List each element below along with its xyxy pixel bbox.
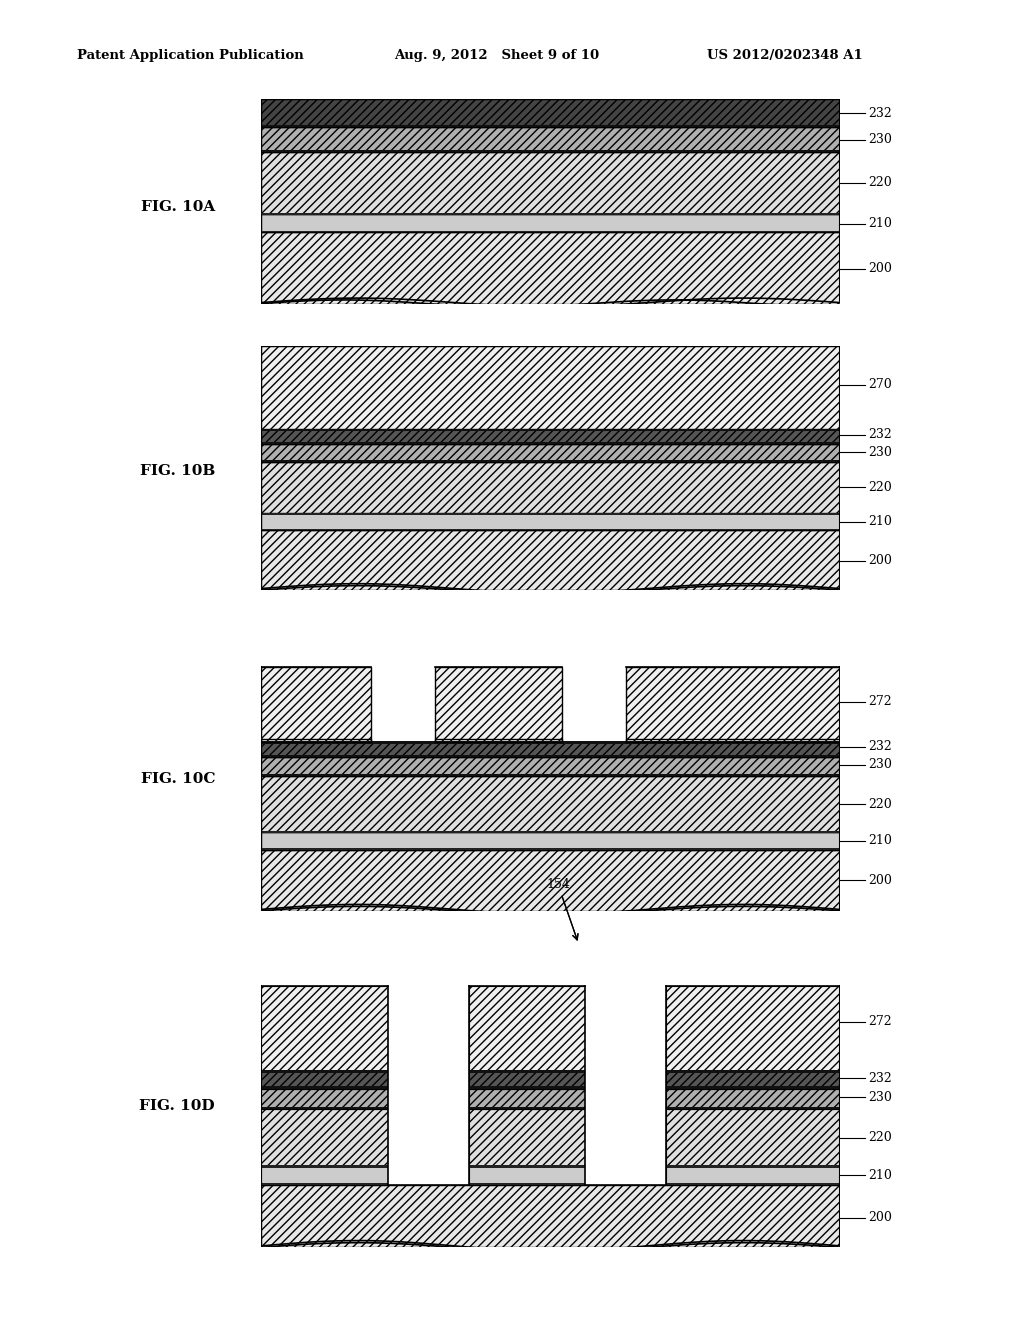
- Bar: [261, 213, 840, 215]
- Bar: [261, 832, 840, 850]
- Text: 230: 230: [868, 446, 892, 458]
- Text: 232: 232: [868, 429, 892, 441]
- Bar: [261, 1109, 388, 1166]
- Bar: [666, 1071, 840, 1073]
- Bar: [261, 1071, 388, 1073]
- Bar: [666, 1166, 840, 1185]
- Bar: [469, 1086, 585, 1089]
- Bar: [261, 850, 840, 911]
- Text: FIG. 10B: FIG. 10B: [139, 465, 215, 478]
- Bar: [261, 1086, 388, 1089]
- Text: FIG. 10A: FIG. 10A: [140, 201, 215, 214]
- Bar: [261, 742, 840, 744]
- Bar: [261, 346, 840, 429]
- Bar: [261, 462, 840, 513]
- Text: 270: 270: [868, 379, 892, 392]
- Bar: [261, 1089, 388, 1109]
- Text: 210: 210: [868, 1168, 892, 1181]
- Bar: [469, 1106, 585, 1109]
- Bar: [261, 152, 840, 214]
- Bar: [469, 1089, 585, 1109]
- Bar: [261, 1106, 388, 1109]
- Bar: [261, 742, 840, 756]
- Text: Patent Application Publication: Patent Application Publication: [77, 49, 303, 62]
- Text: US 2012/0202348 A1: US 2012/0202348 A1: [707, 49, 862, 62]
- Bar: [261, 1071, 388, 1089]
- Text: 232: 232: [868, 1072, 892, 1085]
- Bar: [388, 986, 469, 1185]
- Bar: [261, 429, 840, 430]
- Text: 210: 210: [868, 218, 892, 230]
- Bar: [666, 1183, 840, 1185]
- Bar: [261, 755, 840, 756]
- Text: 210: 210: [868, 515, 892, 528]
- Bar: [261, 127, 840, 152]
- Bar: [261, 150, 840, 152]
- Bar: [261, 1166, 388, 1167]
- Bar: [585, 986, 666, 1185]
- Bar: [469, 1166, 585, 1167]
- Bar: [666, 1166, 840, 1167]
- Bar: [434, 667, 562, 742]
- Bar: [261, 444, 840, 462]
- Bar: [666, 1109, 840, 1166]
- Text: 230: 230: [868, 1090, 892, 1104]
- Text: 232: 232: [868, 107, 892, 120]
- Bar: [469, 1166, 585, 1185]
- Bar: [261, 849, 840, 850]
- Bar: [261, 774, 840, 776]
- Bar: [469, 986, 585, 1071]
- Bar: [434, 739, 562, 742]
- Bar: [666, 1106, 840, 1109]
- Bar: [626, 667, 840, 742]
- Bar: [666, 1086, 840, 1089]
- Text: 200: 200: [868, 1212, 892, 1224]
- Bar: [261, 214, 840, 232]
- Bar: [261, 429, 840, 444]
- Bar: [261, 1185, 840, 1247]
- Bar: [261, 776, 840, 832]
- Bar: [469, 1183, 585, 1185]
- Text: 230: 230: [868, 758, 892, 771]
- Bar: [261, 125, 840, 127]
- Bar: [261, 442, 840, 444]
- Bar: [261, 529, 840, 531]
- Bar: [626, 739, 840, 742]
- Bar: [261, 1183, 388, 1185]
- Bar: [261, 512, 840, 515]
- Text: 154: 154: [546, 878, 570, 891]
- Bar: [261, 739, 371, 742]
- Text: Aug. 9, 2012   Sheet 9 of 10: Aug. 9, 2012 Sheet 9 of 10: [394, 49, 599, 62]
- Bar: [261, 513, 840, 531]
- Text: 232: 232: [868, 741, 892, 754]
- Text: 200: 200: [868, 554, 892, 568]
- Text: 220: 220: [868, 177, 892, 189]
- Text: 272: 272: [868, 696, 892, 708]
- Text: 210: 210: [868, 834, 892, 847]
- Text: 230: 230: [868, 133, 892, 147]
- Text: 200: 200: [868, 263, 892, 276]
- Text: FIG. 10C: FIG. 10C: [140, 772, 215, 785]
- Bar: [469, 1109, 585, 1166]
- Text: FIG. 10D: FIG. 10D: [139, 1100, 215, 1113]
- Bar: [261, 99, 840, 127]
- Bar: [469, 1071, 585, 1073]
- Bar: [666, 1089, 840, 1109]
- Text: 220: 220: [868, 1131, 892, 1144]
- Bar: [261, 667, 371, 742]
- Bar: [261, 832, 840, 833]
- Bar: [261, 531, 840, 590]
- Text: 272: 272: [868, 1015, 892, 1028]
- Bar: [261, 1166, 388, 1185]
- Bar: [261, 232, 840, 304]
- Bar: [666, 1071, 840, 1089]
- Bar: [666, 986, 840, 1071]
- Bar: [261, 459, 840, 462]
- Bar: [261, 986, 388, 1071]
- Bar: [469, 1071, 585, 1089]
- Text: 220: 220: [868, 797, 892, 810]
- Text: 220: 220: [868, 480, 892, 494]
- Bar: [261, 756, 840, 776]
- Text: 200: 200: [868, 874, 892, 887]
